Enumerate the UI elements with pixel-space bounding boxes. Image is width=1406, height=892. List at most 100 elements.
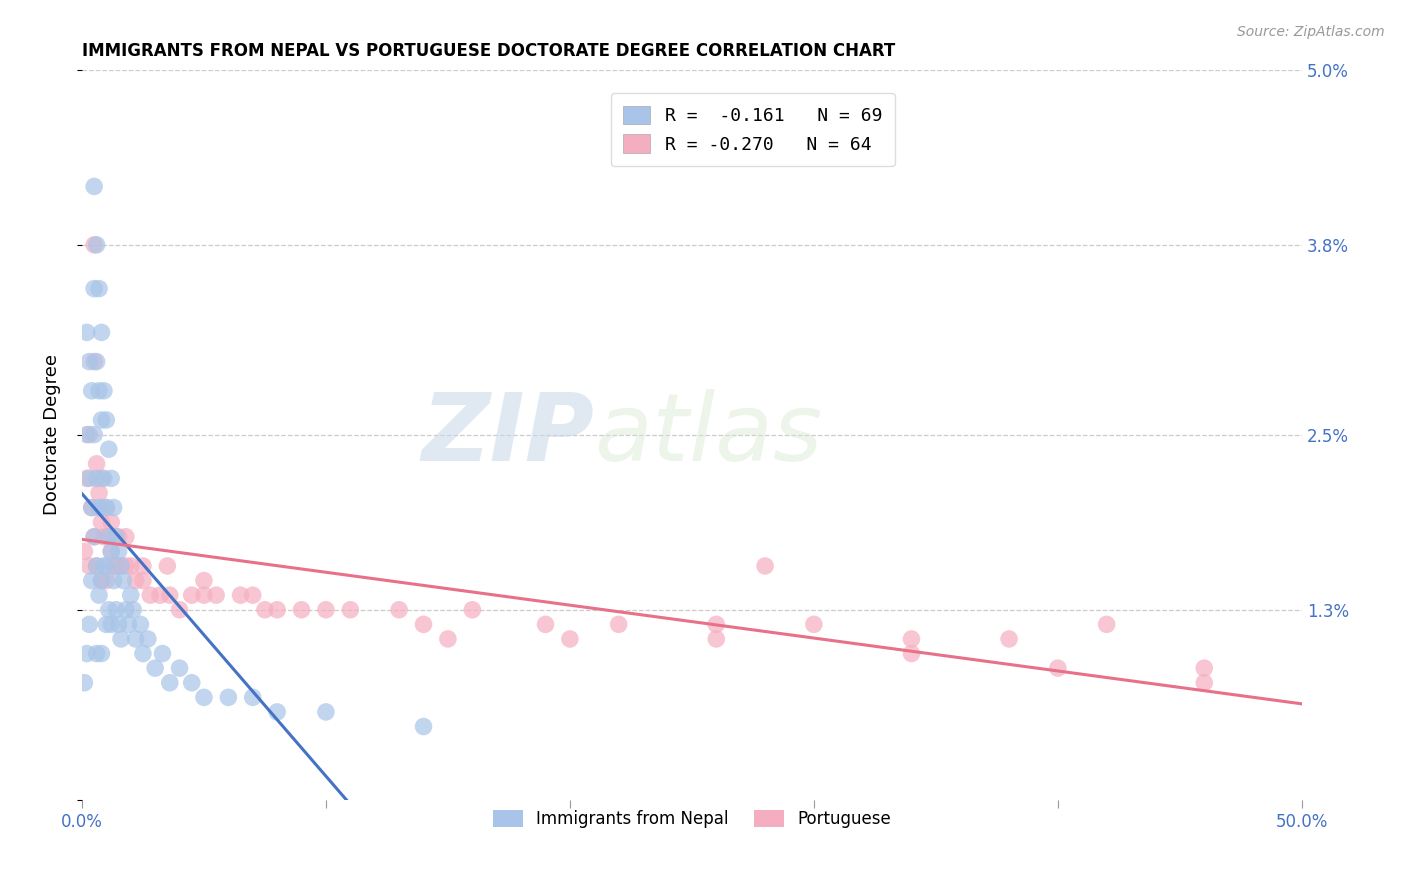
Point	[120, 588, 142, 602]
Point	[117, 617, 139, 632]
Point	[90, 471, 112, 485]
Point	[77, 427, 100, 442]
Point	[97, 603, 120, 617]
Point	[87, 500, 110, 515]
Point	[73, 675, 96, 690]
Point	[103, 558, 125, 573]
Point	[900, 632, 922, 646]
Point	[96, 558, 118, 573]
Point	[76, 326, 98, 340]
Point	[205, 588, 228, 602]
Point	[266, 705, 288, 719]
Point	[83, 354, 105, 368]
Point	[193, 588, 215, 602]
Point	[103, 574, 125, 588]
Point	[242, 690, 264, 705]
Point	[90, 413, 112, 427]
Point	[534, 617, 557, 632]
Point	[461, 603, 484, 617]
Point	[93, 384, 115, 398]
Point	[77, 354, 100, 368]
Point	[110, 558, 132, 573]
Point	[100, 544, 122, 558]
Point	[412, 720, 434, 734]
Point	[90, 574, 112, 588]
Point	[97, 442, 120, 457]
Point	[124, 632, 146, 646]
Point	[76, 647, 98, 661]
Point	[83, 282, 105, 296]
Point	[169, 661, 191, 675]
Point	[83, 179, 105, 194]
Point	[105, 603, 128, 617]
Point	[105, 558, 128, 573]
Point	[80, 500, 103, 515]
Point	[115, 558, 138, 573]
Point	[77, 471, 100, 485]
Point	[1095, 617, 1118, 632]
Point	[139, 588, 162, 602]
Point	[107, 617, 129, 632]
Point	[90, 647, 112, 661]
Point	[136, 632, 159, 646]
Point	[900, 647, 922, 661]
Point	[96, 617, 118, 632]
Point	[120, 558, 142, 573]
Point	[412, 617, 434, 632]
Point	[73, 544, 96, 558]
Point	[87, 486, 110, 500]
Text: atlas: atlas	[595, 389, 823, 480]
Point	[115, 603, 138, 617]
Point	[754, 558, 776, 573]
Point	[86, 471, 108, 485]
Point	[1194, 661, 1216, 675]
Point	[132, 647, 155, 661]
Point	[242, 588, 264, 602]
Point	[193, 574, 215, 588]
Point	[83, 237, 105, 252]
Point	[266, 603, 288, 617]
Point	[93, 558, 115, 573]
Point	[96, 500, 118, 515]
Point	[100, 544, 122, 558]
Point	[86, 558, 108, 573]
Point	[93, 471, 115, 485]
Point	[87, 588, 110, 602]
Point	[339, 603, 361, 617]
Point	[1194, 675, 1216, 690]
Point	[110, 558, 132, 573]
Point	[193, 690, 215, 705]
Point	[607, 617, 630, 632]
Point	[97, 530, 120, 544]
Point	[180, 588, 202, 602]
Point	[290, 603, 312, 617]
Point	[110, 632, 132, 646]
Point	[96, 574, 118, 588]
Point	[100, 617, 122, 632]
Point	[124, 574, 146, 588]
Point	[315, 705, 337, 719]
Point	[86, 558, 108, 573]
Y-axis label: Doctorate Degree: Doctorate Degree	[44, 354, 60, 515]
Text: Source: ZipAtlas.com: Source: ZipAtlas.com	[1237, 25, 1385, 39]
Legend: Immigrants from Nepal, Portuguese: Immigrants from Nepal, Portuguese	[486, 804, 897, 835]
Point	[76, 427, 98, 442]
Point	[156, 558, 179, 573]
Point	[96, 500, 118, 515]
Point	[100, 471, 122, 485]
Point	[152, 647, 174, 661]
Point	[80, 574, 103, 588]
Point	[558, 632, 581, 646]
Point	[217, 690, 239, 705]
Point	[1046, 661, 1069, 675]
Point	[388, 603, 411, 617]
Point	[90, 574, 112, 588]
Point	[96, 413, 118, 427]
Point	[112, 574, 135, 588]
Point	[437, 632, 460, 646]
Point	[87, 282, 110, 296]
Point	[83, 530, 105, 544]
Point	[76, 471, 98, 485]
Point	[77, 558, 100, 573]
Point	[90, 326, 112, 340]
